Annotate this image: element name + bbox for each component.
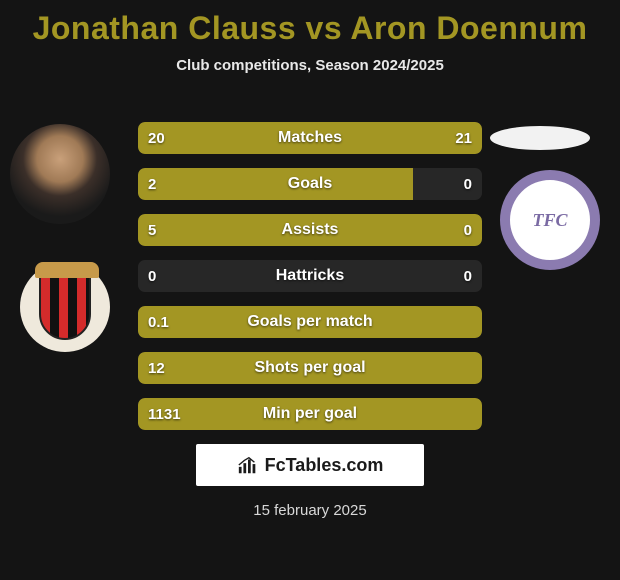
stat-label: Matches xyxy=(138,122,482,154)
player-right-placeholder xyxy=(490,126,590,150)
stat-label: Goals per match xyxy=(138,306,482,338)
stat-label: Shots per goal xyxy=(138,352,482,384)
stat-value-right: 0 xyxy=(464,168,472,200)
stat-label: Goals xyxy=(138,168,482,200)
club-left-shield-icon xyxy=(39,274,91,340)
stat-label: Assists xyxy=(138,214,482,246)
club-right-badge: TFC xyxy=(500,170,600,270)
stat-bar: 2Goals0 xyxy=(138,168,482,200)
stat-bar: 1131Min per goal xyxy=(138,398,482,430)
club-right-label: TFC xyxy=(532,210,567,231)
chart-icon xyxy=(237,454,259,476)
brand-label: FcTables.com xyxy=(265,455,384,476)
page-title: Jonathan Clauss vs Aron Doennum xyxy=(0,0,620,47)
stat-bar: 12Shots per goal xyxy=(138,352,482,384)
stat-bar: 20Matches21 xyxy=(138,122,482,154)
stat-bar: 0Hattricks0 xyxy=(138,260,482,292)
stat-value-right: 0 xyxy=(464,260,472,292)
stat-value-right: 0 xyxy=(464,214,472,246)
player-left-avatar xyxy=(10,124,110,224)
stat-bar: 5Assists0 xyxy=(138,214,482,246)
stat-label: Hattricks xyxy=(138,260,482,292)
date-label: 15 february 2025 xyxy=(0,502,620,519)
stat-bars: 20Matches212Goals05Assists00Hattricks00.… xyxy=(138,122,482,444)
club-left-badge xyxy=(20,262,110,352)
stat-bar: 0.1Goals per match xyxy=(138,306,482,338)
stat-label: Min per goal xyxy=(138,398,482,430)
subtitle: Club competitions, Season 2024/2025 xyxy=(0,57,620,74)
stat-value-right: 21 xyxy=(455,122,472,154)
brand-box: FcTables.com xyxy=(196,444,424,486)
